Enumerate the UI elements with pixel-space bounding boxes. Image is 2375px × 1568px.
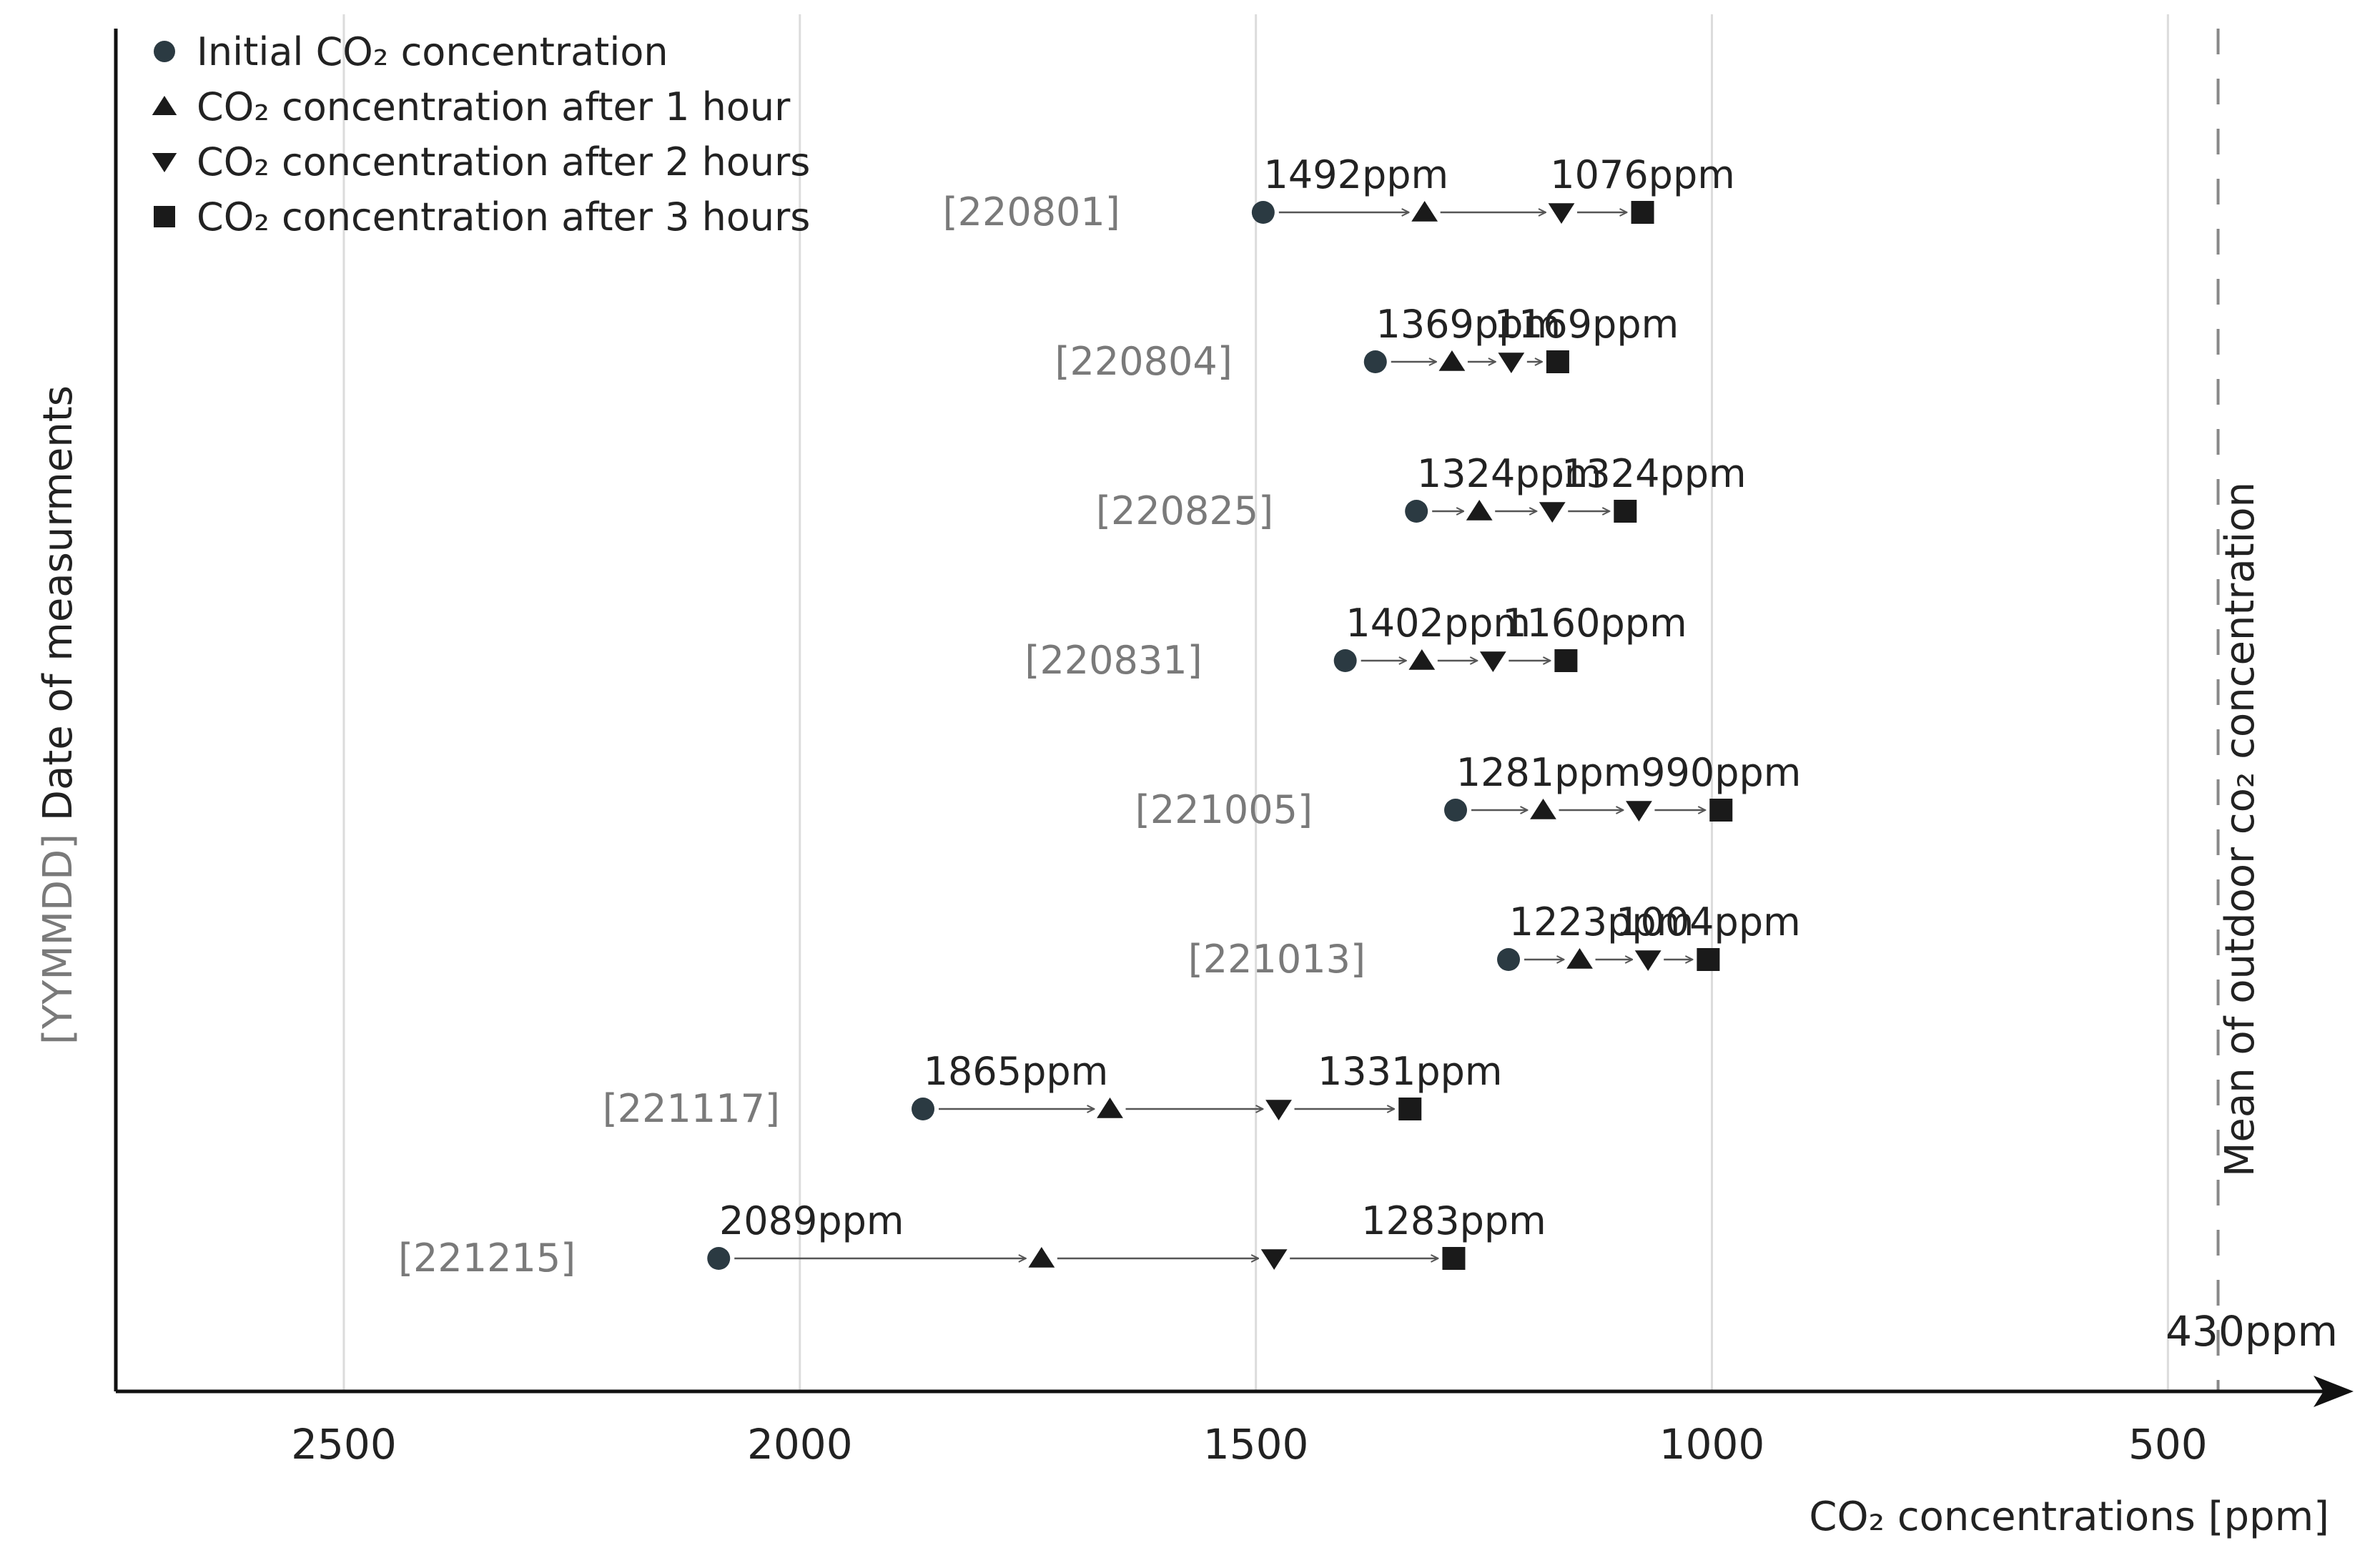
after-2h-marker bbox=[1548, 203, 1575, 224]
date-label: [220825] bbox=[1096, 488, 1273, 533]
end-value-label: 1004ppm bbox=[1616, 899, 1801, 945]
legend-item: CO₂ concentration after 1 hour bbox=[152, 84, 791, 129]
start-value-label: 1492ppm bbox=[1264, 152, 1449, 197]
series-row: [221117] 1865ppm 1331ppm bbox=[603, 1049, 1503, 1131]
legend-label: CO₂ concentration after 1 hour bbox=[197, 84, 791, 129]
square-icon bbox=[154, 206, 175, 227]
x-tick-label: 2000 bbox=[747, 1420, 853, 1469]
x-tick-labels: 2500 2000 1500 1000 500 bbox=[291, 1420, 2208, 1469]
x-tick-label: 500 bbox=[2128, 1420, 2208, 1469]
outdoor-value-label: 430ppm bbox=[2166, 1307, 2338, 1356]
after-3h-marker bbox=[1398, 1098, 1422, 1120]
x-axis-arrowhead bbox=[2314, 1376, 2354, 1407]
after-1h-marker bbox=[1438, 350, 1466, 371]
start-value-label: 1865ppm bbox=[924, 1049, 1109, 1094]
after-2h-marker bbox=[1634, 950, 1661, 971]
circle-icon bbox=[154, 41, 175, 62]
start-value-label: 1324ppm bbox=[1417, 451, 1602, 496]
start-value-label: 1369ppm bbox=[1376, 302, 1561, 347]
x-tick-label: 1000 bbox=[1659, 1420, 1765, 1469]
after-3h-marker bbox=[1697, 948, 1720, 971]
initial-marker bbox=[1405, 500, 1428, 523]
end-value-label: 1331ppm bbox=[1318, 1049, 1503, 1094]
after-1h-marker bbox=[1530, 799, 1556, 819]
legend-label: CO₂ concentration after 3 hours bbox=[197, 194, 810, 240]
x-tick-label: 1500 bbox=[1203, 1420, 1309, 1469]
legend: Initial CO₂ concentration CO₂ concentrati… bbox=[152, 29, 810, 240]
date-label: [221117] bbox=[603, 1086, 780, 1131]
series: [220801]1492ppm 1076ppm[220804]1369ppm116… bbox=[398, 152, 1801, 1281]
axes bbox=[114, 29, 2354, 1407]
date-label: [221215] bbox=[398, 1236, 576, 1281]
end-value-label: 1076ppm bbox=[1550, 152, 1735, 197]
after-1h-marker bbox=[1097, 1098, 1123, 1118]
initial-marker bbox=[1363, 350, 1387, 373]
start-value-label: 1223ppm bbox=[1509, 899, 1694, 945]
after-1h-marker bbox=[1566, 948, 1593, 969]
after-3h-marker bbox=[1614, 500, 1637, 523]
after-2h-marker bbox=[1265, 1100, 1292, 1120]
end-value-label: 990ppm bbox=[1641, 750, 1801, 795]
series-row: [221215] 2089ppm 1283ppm bbox=[398, 1198, 1546, 1281]
date-label: [220801] bbox=[943, 189, 1120, 235]
after-3h-marker bbox=[1709, 799, 1733, 822]
legend-item: CO₂ concentration after 2 hours bbox=[152, 139, 810, 184]
y-axis-title-bracket: [YYMMDD] bbox=[35, 834, 82, 1045]
triangle-down-icon bbox=[152, 153, 177, 172]
end-value-label: 1283ppm bbox=[1361, 1198, 1546, 1243]
initial-marker bbox=[1444, 799, 1468, 822]
after-2h-marker bbox=[1498, 352, 1525, 373]
grid-lines bbox=[342, 14, 2169, 1391]
initial-marker bbox=[1333, 649, 1357, 672]
end-value-label: 1324ppm bbox=[1561, 451, 1747, 496]
triangle-up-icon bbox=[152, 96, 177, 115]
x-tick-label: 2500 bbox=[291, 1420, 397, 1469]
start-value-label: 1402ppm bbox=[1345, 601, 1531, 646]
initial-marker bbox=[707, 1247, 731, 1270]
legend-item: Initial CO₂ concentration bbox=[154, 29, 668, 74]
date-label: [220831] bbox=[1024, 638, 1202, 683]
after-2h-marker bbox=[1626, 801, 1652, 822]
legend-label: CO₂ concentration after 2 hours bbox=[197, 139, 810, 184]
x-axis-title: CO₂ concentrations [ppm] bbox=[1809, 1494, 2329, 1540]
date-label: [221013] bbox=[1188, 937, 1366, 982]
after-3h-marker bbox=[1546, 350, 1569, 373]
after-1h-marker bbox=[1411, 201, 1438, 222]
date-label: [220804] bbox=[1055, 339, 1232, 384]
initial-marker bbox=[912, 1098, 935, 1120]
y-axis-title: [YYMMDD] Date of measurments bbox=[35, 385, 82, 1045]
series-row: [220801] 1492ppm 1076ppm bbox=[943, 152, 1735, 235]
end-value-label: 1160ppm bbox=[1502, 601, 1687, 646]
after-1h-marker bbox=[1028, 1247, 1055, 1268]
start-value-label: 1281ppm bbox=[1456, 750, 1641, 795]
outdoor-caption: Mean of outdoor co₂ concentration bbox=[2217, 482, 2263, 1177]
after-3h-marker bbox=[1442, 1247, 1466, 1270]
date-label: [221005] bbox=[1135, 787, 1313, 832]
after-1h-marker bbox=[1408, 649, 1436, 670]
after-2h-marker bbox=[1260, 1249, 1288, 1270]
start-value-label: 2089ppm bbox=[719, 1198, 904, 1243]
after-1h-marker bbox=[1466, 500, 1493, 521]
initial-marker bbox=[1251, 201, 1275, 224]
after-2h-marker bbox=[1539, 502, 1566, 523]
end-value-label: 1169ppm bbox=[1494, 302, 1679, 347]
y-axis-title-text: Date of measurments bbox=[35, 385, 82, 834]
legend-label: Initial CO₂ concentration bbox=[197, 29, 668, 74]
legend-item: CO₂ concentration after 3 hours bbox=[154, 194, 810, 240]
series-row: [221005] 1281ppm 990ppm bbox=[1135, 750, 1802, 832]
after-3h-marker bbox=[1554, 649, 1578, 672]
initial-marker bbox=[1497, 948, 1521, 971]
after-3h-marker bbox=[1631, 201, 1654, 224]
after-2h-marker bbox=[1479, 651, 1506, 672]
outdoor-reference: 430ppm Mean of outdoor co₂ concentration bbox=[2166, 29, 2338, 1391]
